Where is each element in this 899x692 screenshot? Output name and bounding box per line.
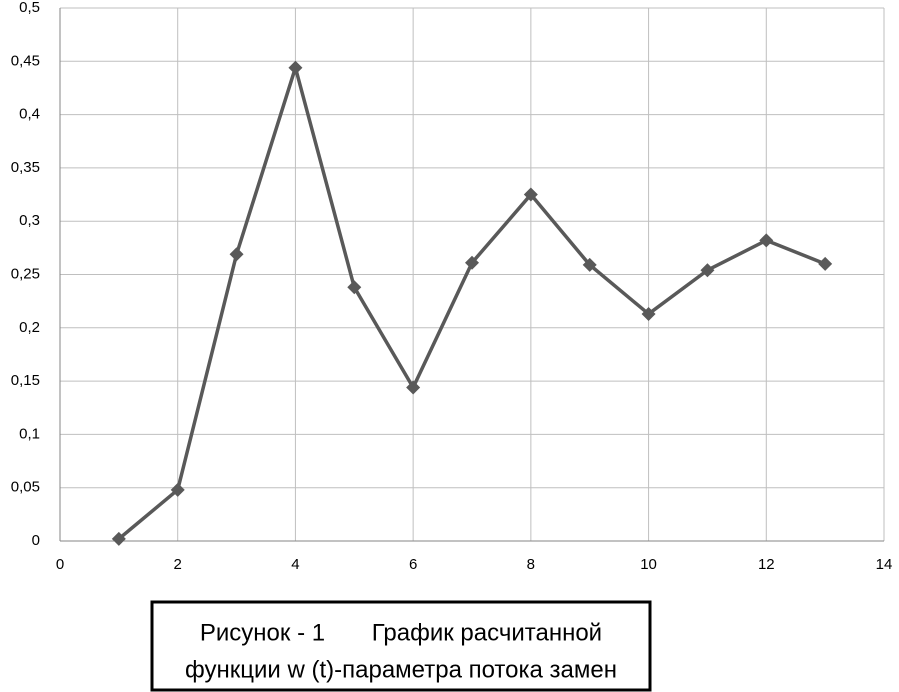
y-tick-label: 0,15 (11, 372, 40, 389)
x-tick-label: 0 (56, 556, 64, 573)
marker (465, 255, 479, 270)
marker (641, 306, 656, 321)
y-tick-label: 0,05 (11, 479, 40, 496)
x-tick-label: 12 (758, 556, 775, 573)
x-tick-label: 6 (409, 556, 417, 573)
x-tick-label: 2 (174, 556, 182, 573)
x-tick-label: 14 (876, 556, 893, 573)
caption-box (150, 600, 652, 692)
caption-line: Рисунок - 1 График расчитанной (200, 619, 602, 646)
y-tick-label: 0,1 (19, 425, 40, 442)
marker (170, 482, 185, 497)
marker (229, 247, 244, 262)
y-tick-label: 0 (32, 532, 40, 549)
series-line (117, 65, 826, 541)
marker (759, 233, 774, 248)
x-tick-label: 10 (640, 556, 657, 573)
marker (818, 256, 833, 271)
y-tick-label: 0,25 (11, 265, 40, 282)
x-tick-label: 8 (527, 556, 535, 573)
marker (111, 531, 126, 546)
marker (347, 280, 362, 295)
y-tick-label: 0,4 (19, 106, 40, 123)
x-tick-label: 4 (291, 556, 299, 573)
marker (523, 187, 538, 202)
marker (700, 263, 715, 278)
y-tick-label: 0,5 (19, 0, 40, 16)
y-tick-label: 0,2 (19, 319, 40, 336)
marker (582, 257, 597, 272)
y-tick-label: 0,35 (11, 159, 40, 176)
y-tick-label: 0,3 (19, 212, 40, 229)
marker (406, 380, 421, 395)
marker (288, 60, 303, 75)
caption-line: функции w (t)-параметра потока замен (185, 656, 617, 683)
y-tick-label: 0,45 (11, 52, 40, 69)
